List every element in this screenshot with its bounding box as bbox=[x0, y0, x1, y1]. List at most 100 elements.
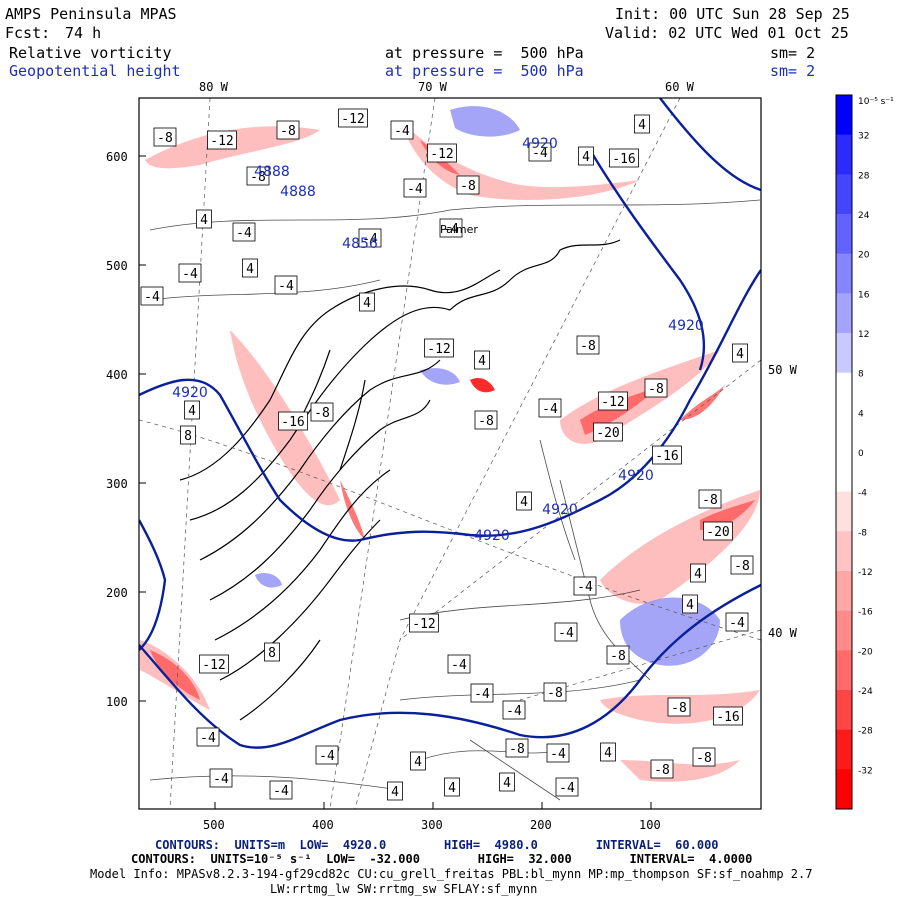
vorticity-label-box bbox=[196, 727, 220, 747]
colorbar-swatch bbox=[836, 571, 852, 612]
vorticity-label: 4 bbox=[604, 746, 612, 761]
height-label: 4920 bbox=[668, 318, 704, 334]
vorticity-label: 4 bbox=[520, 495, 528, 510]
field1-level: at pressure = 500 hPa bbox=[385, 44, 584, 62]
field2-smoothing: sm= 2 bbox=[770, 62, 816, 80]
vorticity-label-box bbox=[732, 343, 748, 363]
vorticity-label-box bbox=[690, 563, 706, 583]
plot-frame bbox=[138, 97, 762, 810]
vorticity-label-box bbox=[652, 445, 682, 465]
colorbar-swatch bbox=[836, 452, 852, 493]
vorticity-label: 4 bbox=[391, 785, 399, 800]
valid-time: Valid: 02 UTC Wed 01 Oct 25 bbox=[605, 24, 849, 42]
colorbar-swatch bbox=[836, 650, 852, 691]
vorticity-label-box bbox=[474, 410, 498, 430]
x-tick-300: 300 bbox=[421, 818, 443, 832]
vorticity-label-box bbox=[600, 742, 616, 762]
vorticity-label: -8 bbox=[648, 382, 664, 397]
vorticity-label: -12 bbox=[412, 617, 435, 632]
vorticity-label-box bbox=[725, 612, 749, 632]
height-label: 4888 bbox=[280, 184, 316, 200]
place-label-palmer: Palmer bbox=[440, 223, 478, 236]
vorticity-label-box bbox=[692, 747, 716, 767]
lon-label-50w: 50 W bbox=[768, 363, 797, 377]
vorticity-label-box bbox=[390, 120, 414, 140]
field1-smoothing: sm= 2 bbox=[770, 44, 816, 62]
field1-name: Relative vorticity bbox=[9, 44, 172, 62]
vorticity-label-box bbox=[730, 555, 754, 575]
vorticity-label: 4 bbox=[736, 347, 744, 362]
colorbar-swatch bbox=[836, 372, 852, 413]
colorbar-label: -4 bbox=[858, 489, 867, 499]
vorticity-label: -4 bbox=[506, 704, 522, 719]
colorbar-swatch bbox=[836, 610, 852, 651]
vorticity-label: -16 bbox=[716, 710, 739, 725]
x-tick-200: 200 bbox=[530, 818, 552, 832]
colorbar-swatch bbox=[836, 253, 852, 294]
y-tick-300: 300 bbox=[106, 477, 128, 491]
vorticity-label-box bbox=[543, 682, 567, 702]
vorticity-label: -8 bbox=[734, 559, 750, 574]
vorticity-label-box bbox=[424, 338, 454, 358]
vorticity-label: 4 bbox=[638, 118, 646, 133]
vorticity-label: 4 bbox=[200, 213, 208, 228]
x-tick-400: 400 bbox=[312, 818, 334, 832]
colorbar-swatch bbox=[836, 95, 852, 136]
colorbar-unit: 10⁻⁵ s⁻¹ bbox=[858, 97, 894, 107]
colorbar-swatch bbox=[836, 531, 852, 572]
vorticity-label-box bbox=[667, 697, 691, 717]
vorticity-label: 4 bbox=[414, 755, 422, 770]
vorticity-label-box bbox=[456, 175, 480, 195]
vorticity-label: -8 bbox=[702, 493, 718, 508]
vorticity-label: -4 bbox=[558, 626, 574, 641]
footer-vorticity-contours: CONTOURS: UNITS=10⁻⁵ s⁻¹ LOW= -32.000 HI… bbox=[131, 852, 753, 866]
vorticity-label-box bbox=[555, 777, 579, 797]
vorticity-label-box bbox=[140, 286, 164, 306]
y-tick-200: 200 bbox=[106, 586, 128, 600]
vorticity-label: -4 bbox=[550, 747, 566, 762]
colorbar-swatch bbox=[836, 491, 852, 532]
vorticity-label-box bbox=[358, 228, 382, 248]
vorticity-label-box bbox=[315, 745, 339, 765]
vorticity-label: -12 bbox=[430, 147, 453, 162]
colorbar-frame bbox=[835, 94, 853, 810]
vorticity-label: -4 bbox=[443, 222, 459, 237]
vorticity-label: -12 bbox=[601, 395, 624, 410]
vorticity-label: 4 bbox=[503, 776, 511, 791]
vorticity-label: -4 bbox=[559, 781, 575, 796]
vorticity-label-box bbox=[528, 142, 552, 162]
positive-vorticity-shading bbox=[255, 106, 720, 666]
vorticity-label-box bbox=[593, 422, 623, 442]
vorticity-label: 8 bbox=[184, 429, 192, 444]
vorticity-label-box bbox=[196, 209, 212, 229]
vorticity-label-box bbox=[246, 166, 270, 186]
vorticity-label: 4 bbox=[188, 404, 196, 419]
vorticity-label-box bbox=[427, 143, 457, 163]
field2-name: Geopotential height bbox=[9, 62, 181, 80]
field2-level: at pressure = 500 hPa bbox=[385, 62, 584, 80]
vorticity-label: -12 bbox=[210, 134, 233, 149]
vorticity-label: -4 bbox=[542, 402, 558, 417]
y-tick-400: 400 bbox=[106, 368, 128, 382]
vorticity-label-box bbox=[682, 594, 698, 614]
vorticity-label: -8 bbox=[696, 751, 712, 766]
vorticity-label: 8 bbox=[268, 646, 276, 661]
vorticity-label: -4 bbox=[577, 580, 593, 595]
vorticity-label: -16 bbox=[612, 152, 635, 167]
colorbar-label: -16 bbox=[858, 608, 873, 618]
colorbar-label: -12 bbox=[858, 568, 873, 578]
vorticity-label-box bbox=[274, 275, 298, 295]
vorticity-label-box bbox=[470, 683, 494, 703]
colorbar-swatch bbox=[836, 134, 852, 175]
vorticity-label-box bbox=[269, 780, 293, 800]
vorticity-label: -4 bbox=[474, 687, 490, 702]
vorticity-label-box bbox=[242, 258, 258, 278]
vorticity-label-box bbox=[310, 402, 334, 422]
colorbar-swatch bbox=[836, 214, 852, 255]
vorticity-label: -4 bbox=[213, 772, 229, 787]
vorticity-label: -4 bbox=[144, 290, 160, 305]
height-label: 4920 bbox=[542, 502, 578, 518]
y-tick-600: 600 bbox=[106, 150, 128, 164]
vorticity-label: -4 bbox=[394, 124, 410, 139]
